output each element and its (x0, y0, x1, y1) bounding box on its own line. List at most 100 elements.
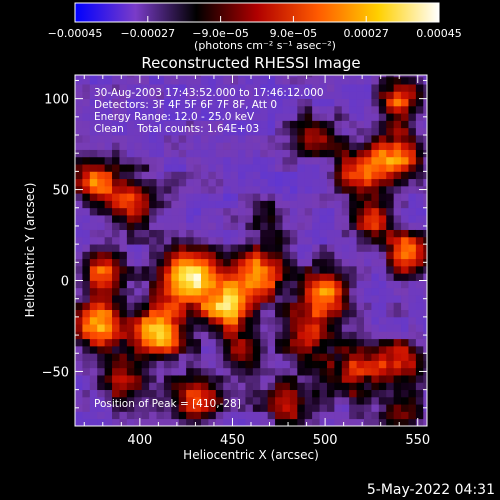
heatmap-cell (149, 287, 157, 296)
heatmap-cell (349, 251, 357, 260)
heatmap-cell (208, 396, 217, 405)
heatmap-cell (200, 295, 209, 303)
heatmap-cell (356, 149, 365, 158)
heatmap-cell (82, 316, 91, 325)
heatmap-cell (378, 200, 387, 209)
heatmap-cell (364, 295, 372, 303)
heatmap-cell (141, 75, 150, 78)
heatmap-cell (245, 171, 254, 180)
heatmap-cell (208, 98, 217, 107)
heatmap-cell (364, 236, 372, 245)
heatmap-cell (386, 345, 395, 354)
heatmap-cell (149, 295, 157, 303)
heatmap-cell (82, 207, 91, 216)
heatmap-cell (75, 418, 83, 426)
heatmap-cell (119, 84, 128, 92)
heatmap-cell (215, 127, 224, 136)
heatmap-cell (260, 331, 269, 340)
heatmap-cell (75, 251, 83, 260)
heatmap-cell (238, 76, 246, 85)
heatmap-cell (304, 345, 313, 354)
heatmap-cell (252, 193, 261, 201)
heatmap-cell (149, 302, 157, 310)
heatmap-cell (163, 287, 172, 296)
heatmap-cell (334, 222, 343, 230)
heatmap-cell (238, 396, 246, 405)
heatmap-cell (119, 113, 128, 121)
heatmap-cell (364, 98, 372, 107)
heatmap-cell (401, 113, 409, 121)
heatmap-cell (75, 353, 83, 361)
heatmap-cell (149, 178, 157, 187)
heatmap-cell (178, 215, 187, 223)
heatmap-cell (156, 324, 165, 332)
heatmap-cell (149, 331, 157, 340)
heatmap-cell (364, 91, 372, 100)
heatmap-cell (312, 164, 320, 172)
heatmap-cell (356, 396, 365, 405)
heatmap-cell (193, 229, 202, 238)
heatmap-cell (178, 120, 187, 129)
heatmap-cell (193, 178, 202, 187)
heatmap-cell (230, 135, 239, 143)
heatmap-cell (82, 98, 91, 107)
heatmap-cell (319, 120, 328, 129)
heatmap-cell (415, 382, 424, 391)
heatmap-cell (186, 345, 194, 354)
heatmap-cell (126, 418, 135, 426)
heatmap-cell (334, 185, 343, 194)
heatmap-cell (319, 367, 328, 376)
heatmap-cell (260, 91, 269, 100)
heatmap-cell (252, 236, 261, 245)
heatmap-cell (171, 345, 180, 354)
heatmap-cell (326, 178, 335, 187)
heatmap-cell (275, 295, 283, 303)
heatmap-cell (163, 120, 172, 129)
heatmap-cell (312, 215, 320, 223)
heatmap-cell (275, 84, 283, 92)
heatmap-cell (75, 135, 83, 143)
heatmap-cell (415, 280, 424, 289)
heatmap-cell (126, 273, 135, 281)
heatmap-cell (245, 287, 254, 296)
heatmap-cell (126, 200, 135, 209)
heatmap-cell (171, 360, 180, 369)
heatmap-cell (119, 353, 128, 361)
heatmap-cell (282, 113, 291, 121)
heatmap-cell (386, 215, 395, 223)
heatmap-cell (401, 229, 409, 238)
heatmap-cell (178, 200, 187, 209)
heatmap-cell (141, 360, 150, 369)
heatmap-cell (238, 273, 246, 281)
heatmap-cell (215, 84, 224, 92)
heatmap-cell (104, 382, 113, 391)
heatmap-cell (200, 382, 209, 391)
heatmap-cell (371, 324, 380, 332)
heatmap-cell (178, 193, 187, 201)
heatmap-cell (119, 302, 128, 310)
heatmap-cell (141, 98, 150, 107)
heatmap-cell (401, 244, 409, 252)
heatmap-cell (423, 229, 427, 238)
heatmap-cell (126, 171, 135, 180)
heatmap-cell (156, 251, 165, 260)
heatmap-cell (341, 193, 350, 201)
heatmap-cell (245, 120, 254, 129)
heatmap-cell (319, 84, 328, 92)
heatmap-cell (200, 149, 209, 158)
heatmap-cell (223, 84, 232, 92)
heatmap-cell (200, 360, 209, 369)
heatmap-cell (304, 185, 313, 194)
heatmap-cell (156, 331, 165, 340)
heatmap-cell (364, 404, 372, 412)
heatmap-cell (223, 105, 232, 114)
colorbar-gradient (74, 2, 440, 23)
heatmap-cell (319, 193, 328, 201)
heatmap-cell (364, 302, 372, 310)
heatmap-cell (112, 309, 120, 318)
heatmap-cell (208, 229, 217, 238)
heatmap-cell (282, 149, 291, 158)
heatmap-cell (186, 207, 194, 216)
heatmap-cell (275, 411, 283, 420)
heatmap-cell (334, 396, 343, 405)
